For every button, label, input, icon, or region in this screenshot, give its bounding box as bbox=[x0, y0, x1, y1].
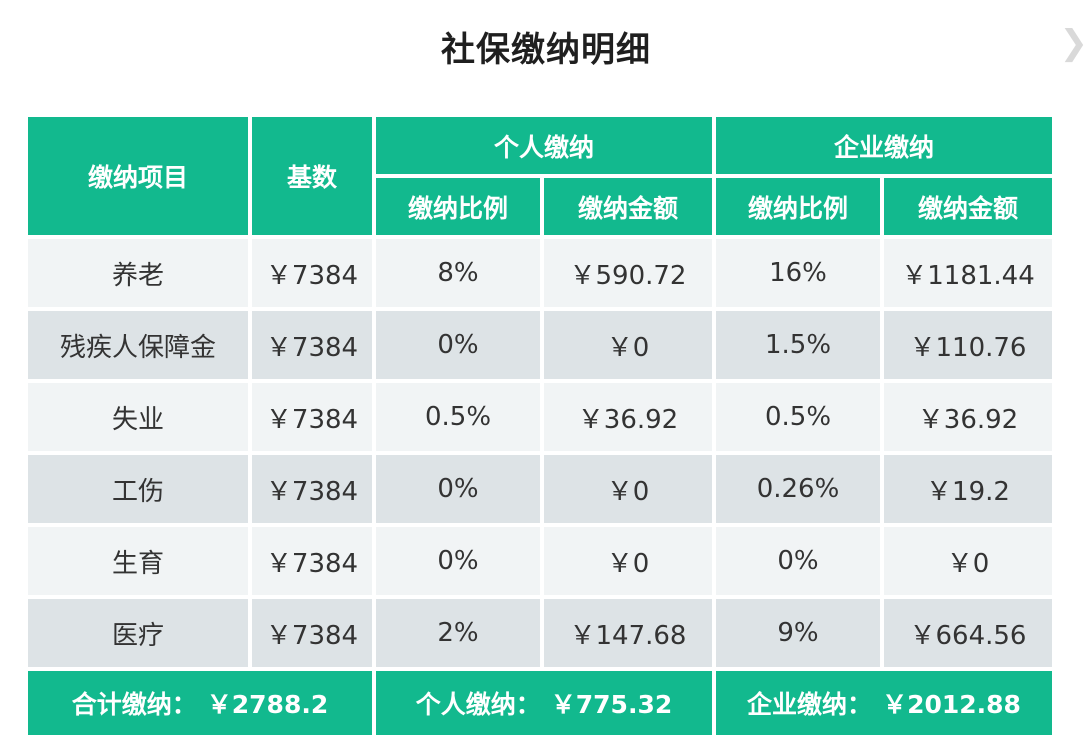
footer-total: 合计缴纳： ￥2788.2 bbox=[28, 671, 372, 735]
row-personal-amount: ￥36.92 bbox=[544, 383, 712, 451]
row-item: 工伤 bbox=[28, 455, 248, 523]
row-personal-rate: 0% bbox=[376, 455, 540, 523]
row-company-rate: 0% bbox=[716, 527, 880, 595]
row-company-amount: ￥36.92 bbox=[884, 383, 1052, 451]
row-personal-amount: ￥590.72 bbox=[544, 239, 712, 307]
footer-company: 企业缴纳： ￥2012.88 bbox=[716, 671, 1052, 735]
row-company-amount: ￥1181.44 bbox=[884, 239, 1052, 307]
row-base: ￥7384 bbox=[252, 383, 372, 451]
row-company-amount: ￥664.56 bbox=[884, 599, 1052, 667]
footer-personal-value: ￥775.32 bbox=[550, 690, 673, 719]
header-company: 企业缴纳 bbox=[716, 117, 1052, 174]
header-personal: 个人缴纳 bbox=[376, 117, 712, 174]
header-personal-rate: 缴纳比例 bbox=[376, 178, 540, 235]
row-personal-rate: 0% bbox=[376, 527, 540, 595]
row-personal-amount: ￥0 bbox=[544, 527, 712, 595]
header-base: 基数 bbox=[252, 117, 372, 235]
footer-personal: 个人缴纳： ￥775.32 bbox=[376, 671, 712, 735]
row-company-amount: ￥0 bbox=[884, 527, 1052, 595]
row-item: 生育 bbox=[28, 527, 248, 595]
row-item: 残疾人保障金 bbox=[28, 311, 248, 379]
row-item: 失业 bbox=[28, 383, 248, 451]
footer-personal-label: 个人缴纳： bbox=[415, 690, 541, 719]
row-personal-amount: ￥147.68 bbox=[544, 599, 712, 667]
row-personal-rate: 8% bbox=[376, 239, 540, 307]
page-title: 社保缴纳明细 bbox=[441, 30, 651, 70]
row-company-rate: 1.5% bbox=[716, 311, 880, 379]
row-base: ￥7384 bbox=[252, 239, 372, 307]
row-company-rate: 16% bbox=[716, 239, 880, 307]
footer-company-label: 企业缴纳： bbox=[747, 690, 873, 719]
row-personal-amount: ￥0 bbox=[544, 455, 712, 523]
row-company-amount: ￥110.76 bbox=[884, 311, 1052, 379]
header-item: 缴纳项目 bbox=[28, 117, 248, 235]
row-item: 养老 bbox=[28, 239, 248, 307]
footer-total-value: ￥2788.2 bbox=[206, 690, 329, 719]
row-personal-rate: 0.5% bbox=[376, 383, 540, 451]
header-company-rate: 缴纳比例 bbox=[716, 178, 880, 235]
row-company-rate: 0.26% bbox=[716, 455, 880, 523]
row-personal-rate: 2% bbox=[376, 599, 540, 667]
row-company-rate: 0.5% bbox=[716, 383, 880, 451]
row-base: ￥7384 bbox=[252, 599, 372, 667]
social-security-table: 缴纳项目 基数 个人缴纳 企业缴纳 缴纳比例 缴纳金额 缴纳比例 缴纳金额 养老… bbox=[28, 117, 1052, 735]
row-personal-rate: 0% bbox=[376, 311, 540, 379]
row-company-rate: 9% bbox=[716, 599, 880, 667]
row-personal-amount: ￥0 bbox=[544, 311, 712, 379]
row-base: ￥7384 bbox=[252, 527, 372, 595]
footer-company-value: ￥2012.88 bbox=[882, 690, 1021, 719]
row-item: 医疗 bbox=[28, 599, 248, 667]
chevron-right-icon[interactable]: ❯ bbox=[1059, 23, 1089, 63]
row-base: ￥7384 bbox=[252, 311, 372, 379]
header-personal-amount: 缴纳金额 bbox=[544, 178, 712, 235]
row-base: ￥7384 bbox=[252, 455, 372, 523]
row-company-amount: ￥19.2 bbox=[884, 455, 1052, 523]
footer-total-label: 合计缴纳： bbox=[71, 690, 197, 719]
header-company-amount: 缴纳金额 bbox=[884, 178, 1052, 235]
